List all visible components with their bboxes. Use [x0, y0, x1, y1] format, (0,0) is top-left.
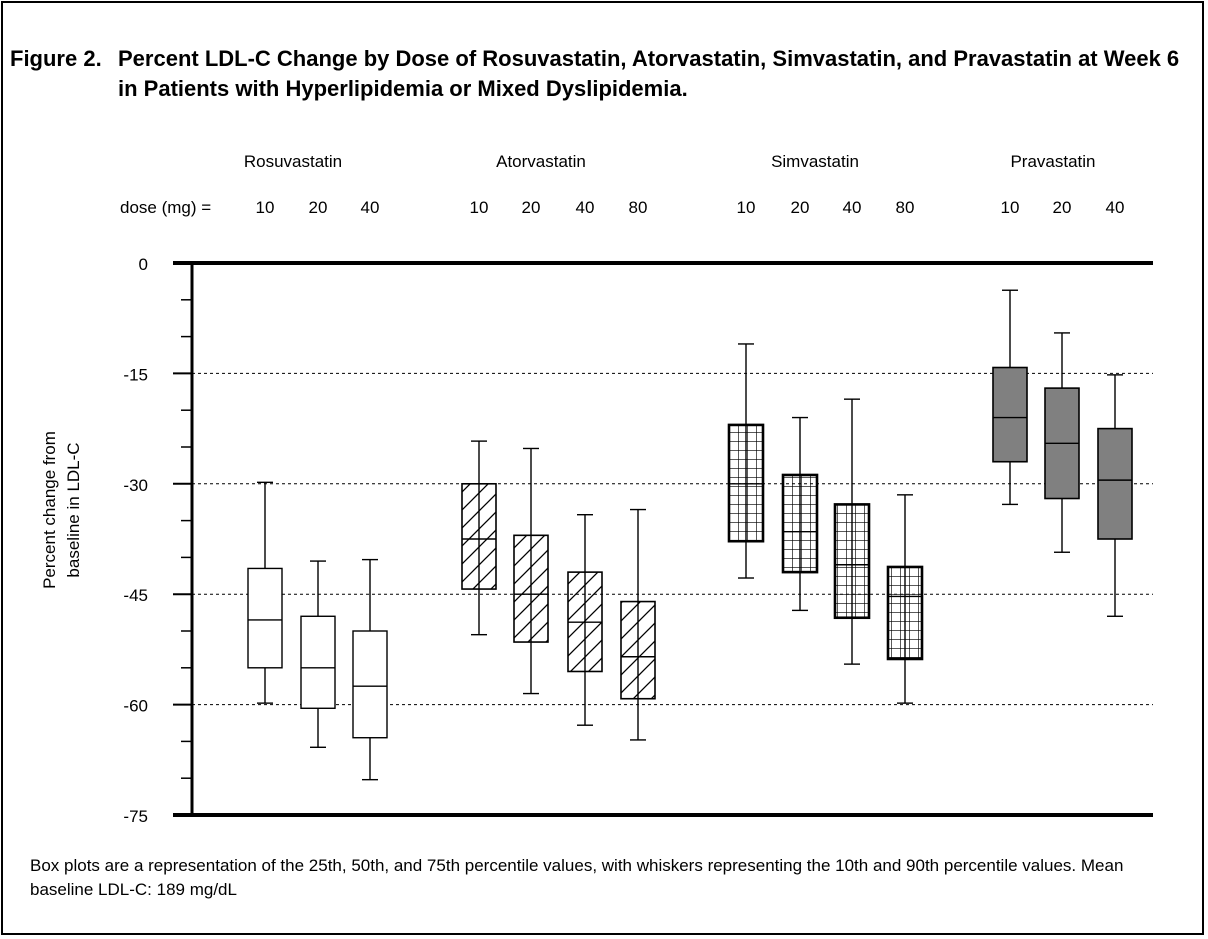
box-pravastatin-10 — [992, 289, 1028, 506]
group-label-rosuvastatin: Rosuvastatin — [244, 152, 342, 171]
y-tick-label: -60 — [123, 697, 148, 716]
box-rosuvastatin-20 — [300, 560, 336, 748]
box-simvastatin-20 — [781, 416, 819, 612]
box-rosuvastatin-10 — [247, 481, 283, 704]
dose-value-label: 80 — [896, 198, 915, 217]
box-simvastatin-40 — [833, 398, 871, 665]
dose-value-label: 40 — [576, 198, 595, 217]
iqr-box — [352, 630, 388, 739]
y-tick-label: -75 — [123, 807, 148, 826]
dose-value-label: 10 — [256, 198, 275, 217]
iqr-box — [300, 615, 336, 709]
y-axis-label: Percent change from baseline in LDL-C — [40, 431, 83, 589]
box-pravastatin-40 — [1097, 374, 1133, 617]
iqr-box — [833, 503, 871, 620]
dose-value-label: 20 — [791, 198, 810, 217]
figure-title-lead: Figure 2. — [10, 46, 102, 71]
dose-value-label: 10 — [1001, 198, 1020, 217]
box-simvastatin-80 — [886, 494, 924, 704]
iqr-box — [247, 567, 283, 669]
y-tick-label: -30 — [123, 476, 148, 495]
figure-footnote: Box plots are a representation of the 25… — [30, 856, 1124, 899]
box-atorvastatin-40 — [567, 514, 603, 726]
dose-value-label: 20 — [522, 198, 541, 217]
box-atorvastatin-20 — [513, 447, 549, 695]
box-pravastatin-20 — [1044, 332, 1080, 553]
dose-label: dose (mg) = — [120, 198, 211, 217]
dose-value-label: 10 — [470, 198, 489, 217]
dose-value-label: 20 — [1053, 198, 1072, 217]
group-label-simvastatin: Simvastatin — [771, 152, 859, 171]
iqr-box — [620, 600, 656, 700]
dose-value-label: 40 — [843, 198, 862, 217]
box-atorvastatin-80 — [620, 508, 656, 741]
y-tick-label: -15 — [123, 365, 148, 384]
iqr-box — [886, 565, 924, 661]
y-tick-label: 0 — [139, 255, 148, 274]
y-tick-label: -45 — [123, 586, 148, 605]
dose-value-label: 40 — [1106, 198, 1125, 217]
group-label-pravastatin: Pravastatin — [1010, 152, 1095, 171]
iqr-box — [992, 366, 1028, 463]
box-atorvastatin-10 — [461, 440, 497, 636]
dose-value-label: 40 — [361, 198, 380, 217]
dose-value-label: 10 — [737, 198, 756, 217]
iqr-box — [461, 482, 497, 590]
dose-value-label: 80 — [629, 198, 648, 217]
iqr-box — [781, 473, 819, 574]
iqr-box — [727, 423, 765, 543]
box-simvastatin-10 — [727, 343, 765, 579]
group-label-atorvastatin: Atorvastatin — [496, 152, 586, 171]
figure-title-text: Percent LDL-C Change by Dose of Rosuvast… — [118, 46, 1180, 101]
iqr-box — [513, 534, 549, 643]
iqr-box — [1097, 427, 1133, 540]
box-rosuvastatin-40 — [352, 558, 388, 781]
dose-value-label: 20 — [309, 198, 328, 217]
